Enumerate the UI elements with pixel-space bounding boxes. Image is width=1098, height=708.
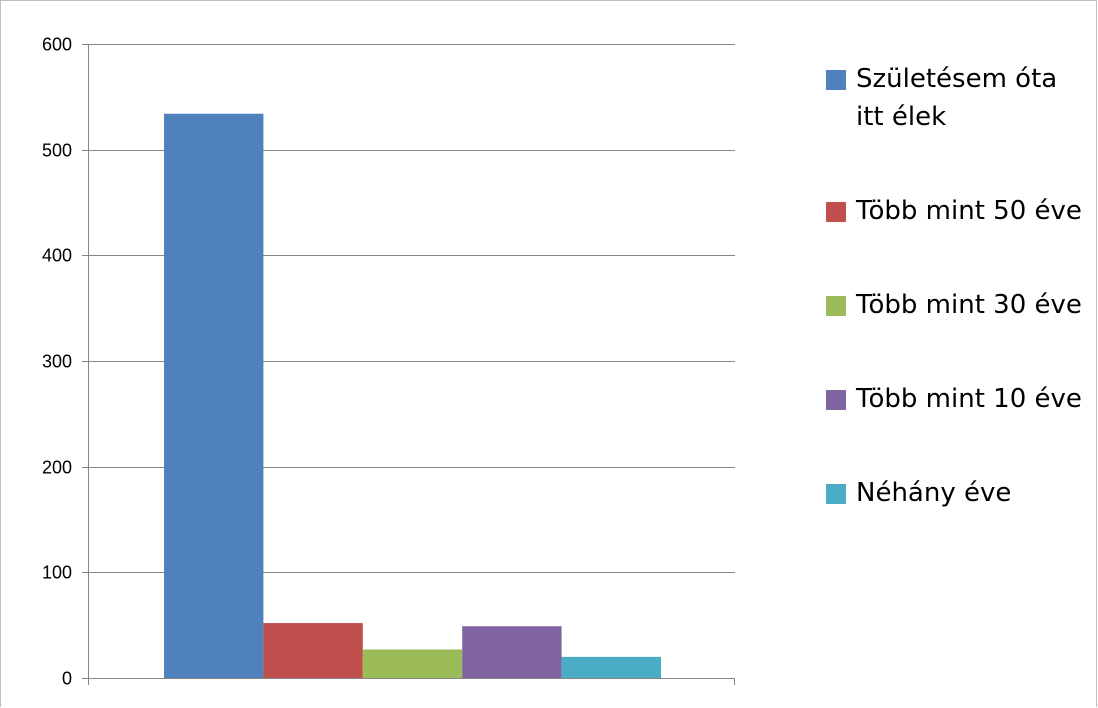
bar-3: [462, 626, 562, 678]
bar-0: [164, 113, 264, 679]
axes: [82, 44, 735, 685]
legend-label-1: Több mint 50 éve: [856, 196, 1082, 226]
y-axis-ticks: 0 100 200 300 400 500 600: [42, 35, 88, 689]
bar-1: [263, 623, 363, 678]
y-tick-label: 100: [42, 563, 72, 583]
legend-label-4: Néhány éve: [856, 478, 1012, 508]
legend-item-4: Néhány éve: [826, 474, 1086, 512]
legend-label-3: Több mint 10 éve: [856, 384, 1082, 414]
bars: [164, 113, 661, 679]
legend-swatch-4: [826, 484, 846, 504]
bar-4: [561, 656, 661, 678]
legend-swatch-0: [826, 70, 846, 90]
legend-item-0: Születésem óta itt élek: [826, 60, 1086, 136]
y-tick-label: 300: [42, 352, 72, 372]
bar-2: [362, 649, 463, 678]
legend-label-2: Több mint 30 éve: [856, 290, 1082, 320]
y-tick-label: 200: [42, 458, 72, 478]
legend-swatch-2: [826, 296, 846, 316]
y-tick-label: 500: [42, 141, 72, 161]
y-tick-label: 0: [62, 669, 72, 689]
legend-swatch-1: [826, 202, 846, 222]
y-tick-label: 400: [42, 246, 72, 266]
y-tick-label: 600: [42, 35, 72, 55]
legend-swatch-3: [826, 390, 846, 410]
legend-item-2: Több mint 30 éve: [826, 286, 1086, 324]
legend-item-3: Több mint 10 éve: [826, 380, 1086, 418]
legend-label-0: Születésem óta itt élek: [856, 64, 1058, 132]
legend-item-1: Több mint 50 éve: [826, 192, 1086, 230]
legend: Születésem óta itt élek Több mint 50 éve…: [826, 60, 1086, 512]
